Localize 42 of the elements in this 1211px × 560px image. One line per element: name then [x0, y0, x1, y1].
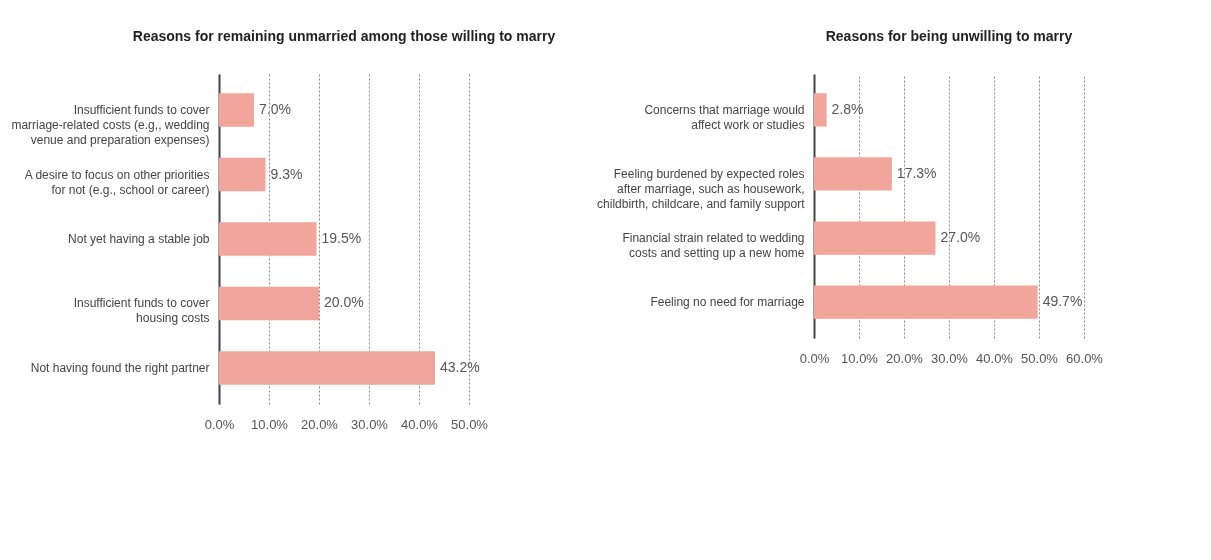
- x-tick-label: 30.0%: [931, 350, 969, 366]
- x-tick-label: 0.0%: [204, 416, 235, 432]
- bar: [219, 351, 435, 385]
- data-label: 17.3%: [896, 164, 937, 181]
- x-tick-label: 20.0%: [886, 350, 924, 366]
- bar: [219, 222, 317, 256]
- bar: [814, 93, 827, 127]
- x-tick-label: 40.0%: [401, 416, 439, 432]
- bar: [219, 286, 319, 321]
- x-tick-label: 0.0%: [799, 350, 830, 366]
- data-label: 7.0%: [259, 101, 291, 118]
- bar: [814, 285, 1038, 319]
- bar: [219, 157, 266, 192]
- y-tick-label: A desire to focus on other priorities for not (e.g., school or career): [24, 167, 210, 197]
- y-tick-label: Insufficient funds to cover marriage-related costs (e.g,, wedding venue and preparation expenses): [11, 103, 210, 148]
- bar: [814, 221, 936, 255]
- x-tick-label: 50.0%: [1021, 350, 1059, 366]
- x-tick-label: 30.0%: [351, 416, 389, 432]
- data-label: 19.5%: [321, 230, 362, 246]
- bar: [219, 93, 254, 127]
- chart-title: Reasons for being unwilling to marry: [825, 28, 1073, 44]
- y-tick-label: Feeling burdened by expected roles after marriage, such as housework, childbirth, childcare, and family support: [597, 166, 806, 211]
- x-tick-label: 40.0%: [976, 350, 1014, 366]
- x-tick-label: 60.0%: [1066, 350, 1104, 366]
- chart-title: Reasons for remaining unmarried among those willing to marry: [132, 28, 556, 44]
- y-tick-label: Financial strain related to wedding costs and setting up a new home: [622, 231, 805, 261]
- y-tick-label: Not yet having a stable job: [68, 232, 210, 246]
- x-tick-label: 20.0%: [301, 416, 339, 432]
- y-tick-label: Concerns that marriage would affect work or studies: [644, 102, 805, 132]
- bar: [814, 157, 892, 191]
- y-tick-label: Insufficient funds to cover housing costs: [73, 296, 210, 326]
- data-label: 27.0%: [940, 229, 981, 246]
- data-label: 9.3%: [270, 165, 303, 182]
- data-label: 20.0%: [324, 294, 364, 311]
- x-tick-label: 10.0%: [251, 416, 289, 432]
- data-label: 43.2%: [440, 358, 480, 375]
- y-tick-label: Not having found the right partner: [30, 360, 210, 375]
- y-tick-label: Feeling no need for marriage: [650, 295, 805, 310]
- data-label: 49.7%: [1042, 293, 1083, 310]
- x-tick-label: 10.0%: [841, 350, 879, 366]
- data-label: 2.8%: [831, 100, 864, 117]
- x-tick-label: 50.0%: [451, 416, 489, 432]
